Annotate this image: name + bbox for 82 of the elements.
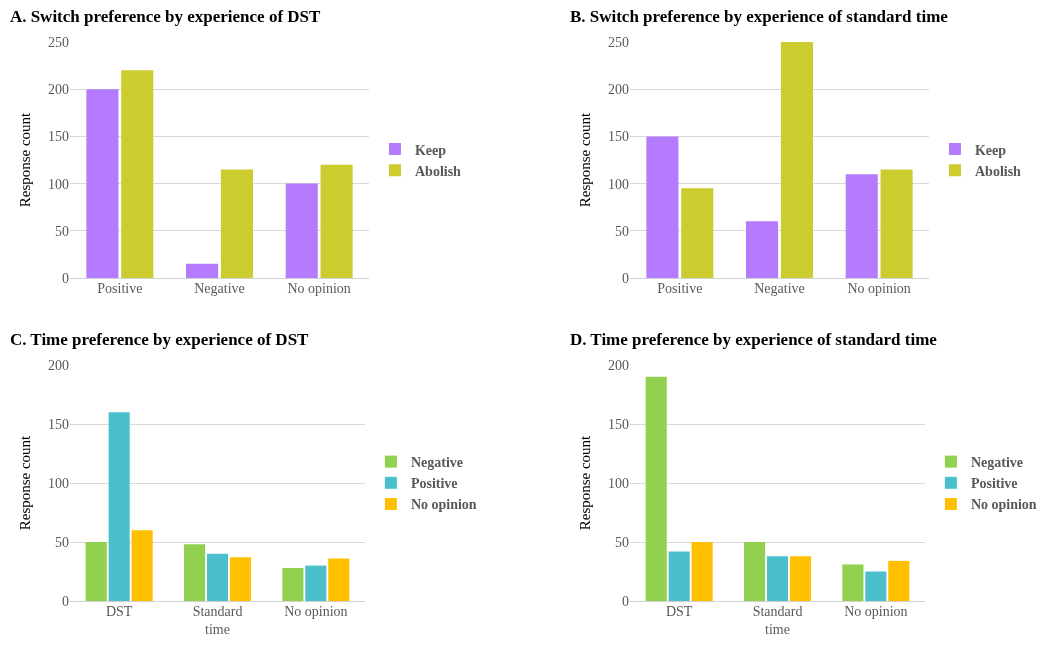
chart-title: D. Time preference by experience of standard time bbox=[569, 329, 938, 349]
y-tick-label: 150 bbox=[48, 416, 69, 432]
bar bbox=[131, 530, 153, 601]
bar bbox=[645, 376, 667, 601]
bar bbox=[305, 565, 327, 601]
y-tick-label: 250 bbox=[48, 34, 69, 50]
chart-title: B. Switch preference by experience of standard time bbox=[569, 6, 949, 26]
bar bbox=[845, 174, 878, 278]
y-tick-label: 50 bbox=[615, 534, 629, 550]
y-axis-title: Response count bbox=[577, 434, 593, 531]
bar bbox=[691, 542, 713, 601]
bar bbox=[85, 542, 107, 601]
x-tick-label: No opinion bbox=[287, 281, 351, 296]
bar bbox=[285, 183, 318, 278]
x-tick-label: Negative bbox=[754, 281, 805, 296]
legend-label: No opinion bbox=[970, 497, 1037, 513]
legend-label: No opinion bbox=[410, 497, 477, 513]
y-tick-label: 0 bbox=[62, 593, 69, 609]
bar bbox=[646, 136, 679, 278]
bar bbox=[206, 553, 229, 601]
x-tick-label: No opinion bbox=[844, 604, 908, 619]
legend-label: Keep bbox=[414, 142, 447, 158]
bar bbox=[668, 551, 690, 601]
x-tick-label: Standard time bbox=[192, 604, 243, 638]
x-tick-label: Positive bbox=[97, 281, 143, 296]
y-tick-label: 0 bbox=[622, 593, 629, 609]
y-tick-label: 100 bbox=[48, 475, 69, 491]
y-tick-label: 150 bbox=[48, 129, 69, 145]
bar bbox=[842, 564, 864, 601]
bar bbox=[121, 70, 154, 278]
x-tick-label: DST bbox=[665, 604, 693, 619]
y-tick-label: 0 bbox=[62, 270, 69, 286]
y-tick-label: 250 bbox=[608, 34, 629, 50]
y-tick-label: 200 bbox=[48, 357, 69, 373]
y-tick-label: 200 bbox=[608, 357, 629, 373]
x-tick-label: No opinion bbox=[284, 604, 348, 619]
x-tick-label: Standard time bbox=[752, 604, 803, 638]
legend-label: Positive bbox=[970, 476, 1018, 492]
bar bbox=[108, 412, 130, 601]
y-tick-label: 0 bbox=[622, 270, 629, 286]
bar bbox=[780, 42, 813, 278]
bar bbox=[888, 560, 910, 601]
bar bbox=[766, 556, 789, 601]
bar bbox=[880, 169, 913, 278]
y-tick-label: 50 bbox=[615, 223, 629, 239]
bar bbox=[328, 558, 350, 601]
y-tick-label: 50 bbox=[55, 223, 69, 239]
y-tick-label: 100 bbox=[608, 176, 629, 192]
y-tick-label: 50 bbox=[55, 534, 69, 550]
y-tick-label: 100 bbox=[608, 475, 629, 491]
bar bbox=[186, 263, 219, 278]
legend-label: Abolish bbox=[414, 163, 462, 179]
bar bbox=[789, 556, 811, 601]
legend-label: Abolish bbox=[974, 163, 1022, 179]
bar bbox=[681, 188, 714, 278]
y-tick-label: 150 bbox=[608, 129, 629, 145]
y-tick-label: 200 bbox=[48, 82, 69, 98]
y-axis-title: Response count bbox=[577, 111, 593, 208]
bar bbox=[282, 567, 304, 601]
bar bbox=[865, 571, 887, 601]
y-axis-title: Response count bbox=[17, 111, 33, 208]
y-tick-label: 100 bbox=[48, 176, 69, 192]
bar bbox=[86, 89, 119, 278]
x-tick-label: Positive bbox=[657, 281, 703, 296]
chart-title: A. Switch preference by experience of DST bbox=[9, 6, 322, 26]
legend-label: Negative bbox=[970, 455, 1023, 471]
bar bbox=[184, 544, 206, 601]
x-tick-label: Negative bbox=[194, 281, 245, 296]
x-tick-label: DST bbox=[105, 604, 133, 619]
bar bbox=[744, 542, 766, 601]
x-tick-label: No opinion bbox=[847, 281, 911, 296]
y-tick-label: 200 bbox=[608, 82, 629, 98]
y-axis-title: Response count bbox=[17, 434, 33, 531]
legend-label: Positive bbox=[410, 476, 458, 492]
bar bbox=[229, 557, 251, 601]
legend-label: Keep bbox=[974, 142, 1007, 158]
bar bbox=[746, 221, 779, 278]
chart-title: C. Time preference by experience of DST bbox=[9, 329, 310, 349]
bar bbox=[320, 164, 353, 278]
y-tick-label: 150 bbox=[608, 416, 629, 432]
legend-label: Negative bbox=[410, 455, 463, 471]
bar bbox=[220, 169, 253, 278]
